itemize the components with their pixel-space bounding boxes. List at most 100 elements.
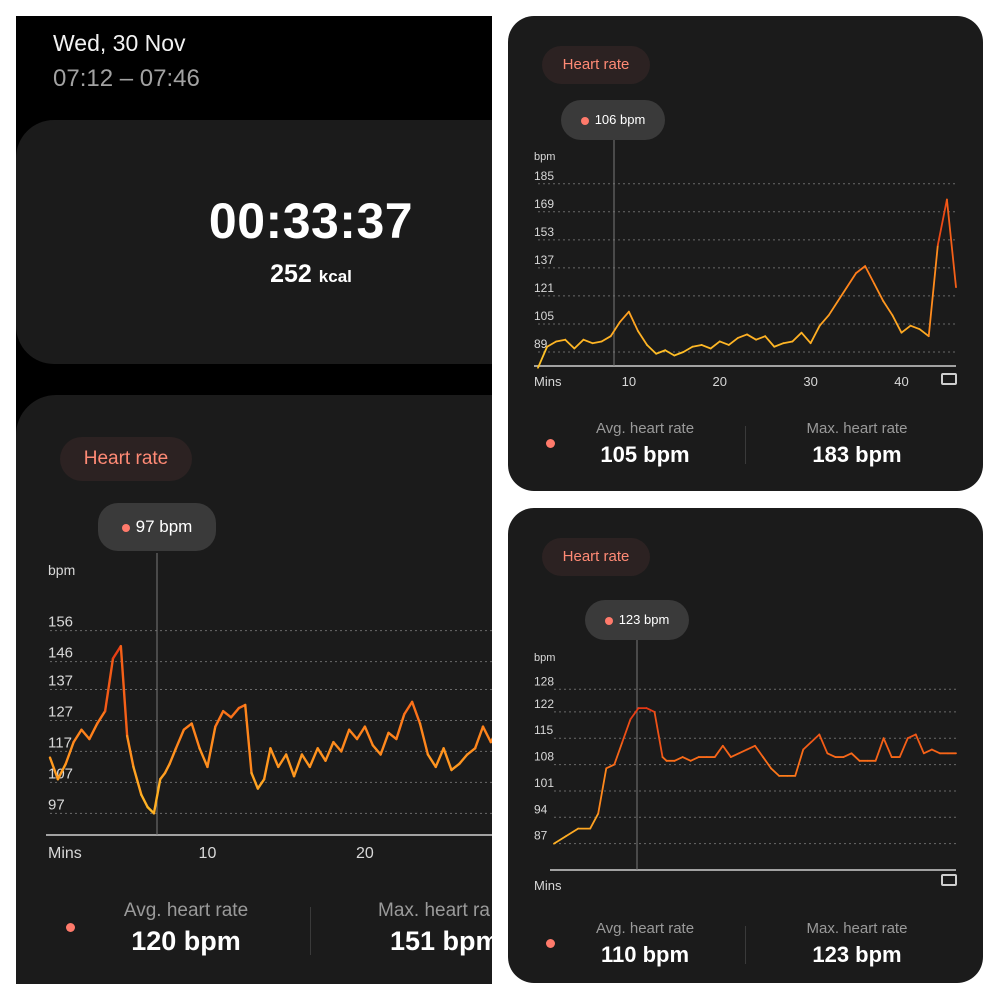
hr-line-segment [729, 752, 740, 758]
hr-line-segment [855, 265, 867, 275]
hr-line-segment [850, 752, 861, 762]
hr-line-segment [681, 756, 692, 762]
y-tick-label: 169 [534, 197, 554, 211]
hr-line-segment [764, 335, 776, 348]
hr-line-segment [537, 345, 548, 369]
hr-line-segment [873, 282, 885, 303]
hr-line-segment [395, 713, 406, 741]
hr-line-segment [182, 722, 193, 731]
hr-line-segment [842, 752, 853, 758]
hr-line-segment [56, 762, 67, 781]
hr-line-segment [802, 741, 813, 751]
hr-line-segment [713, 744, 724, 758]
hr-line-segment [111, 644, 123, 660]
hr-line-segment [159, 771, 167, 781]
legend-dot [546, 439, 555, 448]
hr-line-segment [755, 335, 767, 341]
hr-line-segment [700, 344, 712, 350]
hr-line-segment [300, 753, 311, 769]
hr-line-segment [103, 657, 115, 713]
bubble-dot [604, 616, 613, 625]
calories-value: 252 [270, 260, 312, 288]
heart-rate-chip[interactable]: Heart rate [542, 538, 650, 576]
hr-line-segment [565, 827, 580, 838]
max-hr-value: 183 bpm [812, 442, 902, 467]
hr-line-segment [244, 703, 253, 775]
calories: 252 kcal [16, 260, 492, 289]
y-tick-label: 137 [534, 253, 554, 267]
bubble-dot [580, 116, 589, 125]
hr-line-segment [721, 744, 732, 758]
hr-line-segment [426, 753, 437, 769]
hr-line-segment [206, 725, 217, 769]
hr-line-segment [152, 778, 162, 815]
hr-line-segment [922, 748, 933, 755]
hr-line-segment [489, 737, 492, 744]
hr-line-segment [689, 756, 700, 762]
expand-icon[interactable] [941, 373, 957, 385]
heart-rate-chart[interactable]: bpm 89 105 121 137 153 169 185 Mins 10 20 30 40 [508, 16, 983, 416]
hr-line-segment [88, 722, 99, 741]
hr-line-segment [80, 728, 91, 741]
hr-line-segment [762, 756, 772, 770]
hr-line-segment [146, 805, 156, 815]
hr-line-segment [347, 728, 359, 741]
y-tick-label: 153 [534, 225, 554, 239]
max-hr-label: Max. heart rate [806, 920, 908, 937]
hr-line-segment [770, 767, 781, 777]
hr-line-segment [582, 338, 594, 345]
y-unit-label: bpm [48, 562, 75, 578]
hr-line-segment [555, 338, 567, 343]
hr-line-segment [132, 765, 143, 796]
hr-line-segment [168, 747, 178, 765]
hr-line-segment [72, 728, 83, 744]
hr-line-segment [573, 338, 585, 350]
hr-line-segment [324, 740, 335, 762]
max-hr-value: 123 bpm [812, 942, 902, 967]
hr-line-segment [738, 748, 748, 755]
x-axis-label: Mins [48, 845, 82, 862]
y-tick-label: 94 [534, 802, 548, 816]
y-tick-label: 137 [48, 672, 73, 689]
hr-line-segment [292, 753, 304, 778]
hr-line-segment [800, 331, 812, 345]
y-tick-label: 89 [534, 337, 548, 351]
selected-value-bubble: 106 bpm [561, 100, 665, 140]
hr-line-segment [914, 733, 925, 755]
y-tick-label: 156 [48, 614, 73, 631]
hr-line-segment [754, 744, 764, 758]
hr-line-segment [597, 767, 608, 815]
y-tick-label: 108 [534, 750, 554, 764]
hr-line-segment [646, 344, 658, 355]
hr-line-segment [613, 741, 624, 766]
hr-line-segment [284, 753, 296, 778]
hr-line-segment [473, 725, 485, 750]
bubble-value: 123 bpm [618, 612, 670, 627]
hr-line-segment [198, 747, 209, 769]
hr-line-segment [450, 762, 461, 772]
heart-rate-chip[interactable]: Heart rate [542, 46, 650, 84]
hr-line-segment [809, 324, 821, 345]
hr-line-segment [564, 338, 576, 350]
hr-line-segment [900, 324, 912, 334]
hr-line-segment [190, 722, 201, 750]
hr-line-segment [256, 778, 266, 790]
hr-line-segment [818, 733, 829, 755]
stat-divider [745, 926, 746, 964]
hr-line-segment [269, 747, 280, 769]
heart-rate-chip[interactable]: Heart rate [60, 437, 192, 481]
hr-line-segment [48, 756, 60, 781]
hr-line-segment [119, 644, 129, 738]
avg-hr-label: Avg. heart rate [123, 900, 249, 921]
heart-rate-chart[interactable]: bpm97107117127137146156Mins1020 [16, 395, 492, 984]
y-tick-label: 185 [534, 169, 554, 183]
heart-rate-chart[interactable]: bpm 87 94 101 108 115 122 128 Mins [508, 508, 983, 908]
hr-line-segment [605, 763, 616, 770]
hr-line-segment [691, 344, 703, 348]
x-tick-label: 40 [894, 374, 908, 389]
workout-time-range: 07:12 – 07:46 [53, 65, 200, 92]
y-unit-label: bpm [534, 652, 555, 664]
bubble-dot [121, 523, 130, 532]
hr-line-segment [591, 340, 603, 345]
expand-icon[interactable] [941, 874, 957, 886]
